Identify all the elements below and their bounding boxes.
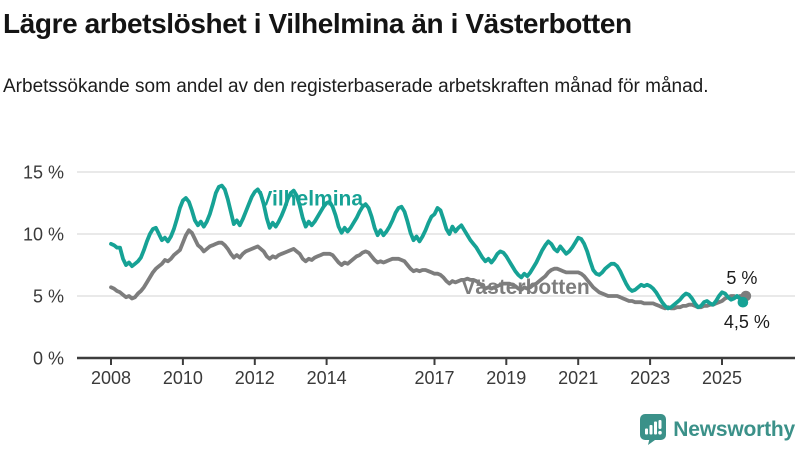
- series-line-vilhelmina: [109, 183, 745, 311]
- end-value-label-västerbotten: 5 %: [726, 268, 757, 288]
- x-tick-label: 2021: [558, 368, 598, 388]
- y-tick-label: 0 %: [33, 349, 64, 369]
- end-value-label-vilhelmina: 4,5 %: [724, 312, 770, 332]
- brand-footer: Newsworthy: [640, 414, 795, 445]
- header: Lägre arbetslöshet i Vilhelmina än i Väs…: [0, 0, 800, 100]
- chart-figure: 0 % 5 % 10 % 15 % 2008 2010 2012 2014 2017 2019 20…: [0, 148, 800, 410]
- x-tick-label: 2010: [163, 368, 203, 388]
- series-line-västerbotten: [109, 228, 748, 311]
- x-tick-label: 2014: [307, 368, 347, 388]
- brand-name: Newsworthy: [673, 417, 795, 441]
- series-label-västerbotten: Västerbotten: [461, 276, 589, 299]
- y-tick-label: 10 %: [23, 225, 64, 245]
- y-tick-label: 5 %: [33, 287, 64, 307]
- x-tick-label: 2012: [235, 368, 275, 388]
- series-label-vilhelmina: Vilhelmina: [258, 188, 363, 211]
- unemployment-chart: 0 % 5 % 10 % 15 % 2008 2010 2012 2014 2017 2019 20…: [23, 163, 795, 388]
- newsworthy-logo-icon: [640, 414, 667, 445]
- x-tick-label: 2025: [702, 368, 742, 388]
- x-tick-label: 2019: [486, 368, 526, 388]
- end-dot-vilhelmina: [737, 296, 749, 308]
- x-tick-label: 2023: [630, 368, 670, 388]
- x-tick-label: 2017: [414, 368, 454, 388]
- x-tick-label: 2008: [91, 368, 131, 388]
- chart-subtitle: Arbetssökande som andel av den registerb…: [3, 76, 709, 98]
- page-title: Lägre arbetslöshet i Vilhelmina än i Väs…: [3, 8, 632, 39]
- y-tick-label: 15 %: [23, 163, 64, 183]
